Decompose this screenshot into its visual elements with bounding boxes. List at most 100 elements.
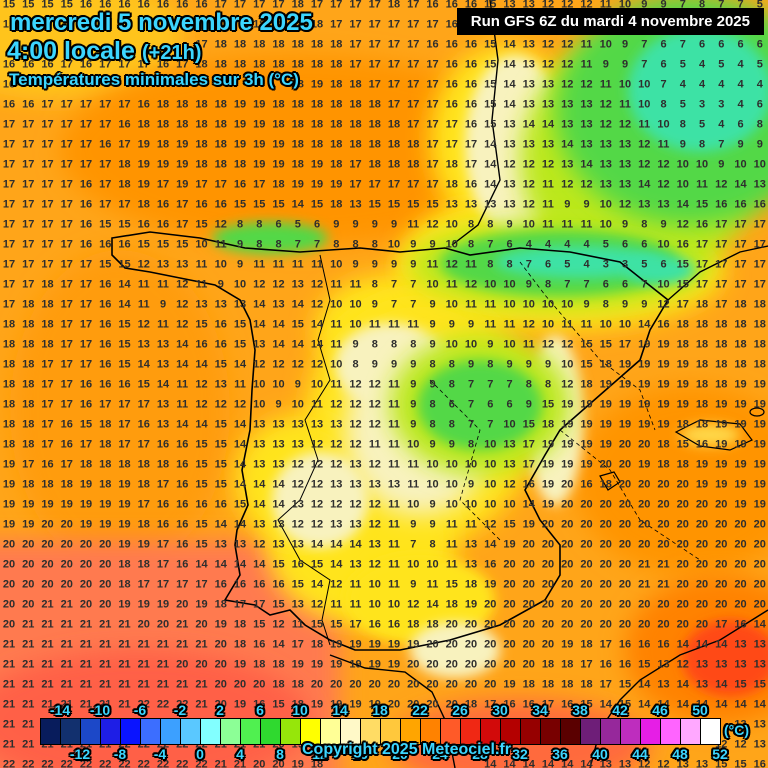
temp-value: 19 — [369, 659, 381, 671]
temp-value: 19 — [3, 519, 15, 531]
temp-value: 17 — [426, 159, 438, 171]
temp-value: 17 — [80, 119, 92, 131]
temp-value: 11 — [542, 199, 554, 211]
temp-value: 13 — [754, 179, 766, 191]
temp-value: 18 — [754, 319, 766, 331]
temp-value: 14 — [234, 459, 246, 471]
temp-value: 14 — [292, 199, 304, 211]
temp-value: 20 — [80, 539, 92, 551]
temp-value: 17 — [41, 439, 53, 451]
legend-tick-label: 4 — [236, 747, 244, 761]
temp-value: 10 — [330, 359, 342, 371]
temp-value: 13 — [619, 159, 631, 171]
temp-value: 20 — [677, 559, 689, 571]
temp-value: 13 — [619, 139, 631, 151]
temp-value: 18 — [292, 99, 304, 111]
temp-value: 16 — [157, 199, 169, 211]
temp-value: 19 — [292, 759, 304, 768]
temp-value: 13 — [234, 299, 246, 311]
temp-value: 16 — [292, 559, 304, 571]
temp-value: 9 — [352, 219, 358, 231]
temp-value: 11 — [407, 219, 419, 231]
temp-value: 14 — [272, 339, 284, 351]
temp-value: 13 — [696, 679, 708, 691]
temp-value: 15 — [118, 319, 130, 331]
temp-value: 15 — [118, 259, 130, 271]
temp-value: 18 — [292, 39, 304, 51]
temp-value: 21 — [80, 639, 92, 651]
temp-value: 17 — [99, 399, 111, 411]
temp-value: 17 — [41, 419, 53, 431]
temp-value: 8 — [757, 119, 763, 131]
temp-value: 18 — [734, 339, 746, 351]
temp-value: 17 — [61, 179, 73, 191]
temp-value: 15 — [715, 759, 727, 768]
legend-cell — [661, 719, 681, 744]
temp-value: 13 — [292, 539, 304, 551]
temp-value: 20 — [215, 699, 227, 711]
legend-unit-label: (°C) — [724, 722, 749, 738]
temp-value: 22 — [22, 759, 34, 768]
temp-value: 14 — [580, 759, 592, 768]
temp-value: 11 — [446, 519, 458, 531]
temp-value: 13 — [330, 479, 342, 491]
temp-value: 19 — [754, 419, 766, 431]
temp-value: 19 — [561, 419, 573, 431]
temp-value: 21 — [118, 659, 130, 671]
temp-value: 10 — [272, 379, 284, 391]
temp-value: 6 — [737, 119, 743, 131]
temp-value: 14 — [754, 699, 766, 711]
temp-value: 16 — [215, 579, 227, 591]
temp-value: 17 — [465, 139, 477, 151]
temp-value: 4 — [718, 119, 724, 131]
temp-value: 10 — [234, 279, 246, 291]
temp-value: 13 — [561, 99, 573, 111]
temp-value: 3 — [718, 99, 724, 111]
temp-value: 19 — [195, 599, 207, 611]
temp-value: 14 — [523, 759, 535, 768]
temp-value: 18 — [426, 619, 438, 631]
temp-value: 17 — [369, 179, 381, 191]
temp-value: 19 — [677, 379, 689, 391]
temp-value: 15 — [484, 99, 496, 111]
temp-value: 8 — [468, 239, 474, 251]
temp-value: 18 — [3, 379, 15, 391]
temp-value: 11 — [388, 379, 400, 391]
temp-value: 17 — [61, 379, 73, 391]
temp-value: 19 — [41, 499, 53, 511]
temp-value: 18 — [696, 319, 708, 331]
temp-value: 9 — [410, 239, 416, 251]
temp-value: 16 — [446, 59, 458, 71]
temp-value: 14 — [734, 179, 746, 191]
temp-value: 21 — [80, 619, 92, 631]
temp-value: 12 — [657, 179, 669, 191]
temp-value: 18 — [311, 119, 323, 131]
temp-value: 13 — [349, 559, 361, 571]
temp-value: 7 — [295, 239, 301, 251]
temp-value: 11 — [407, 459, 419, 471]
temp-value: 10 — [407, 559, 419, 571]
temp-value: 16 — [99, 359, 111, 371]
page-title-date: mercredi 5 novembre 2025 — [10, 9, 313, 37]
temp-value: 9 — [526, 279, 532, 291]
temp-value: 18 — [349, 99, 361, 111]
temp-value: 12 — [561, 179, 573, 191]
temp-value: 16 — [80, 59, 92, 71]
temp-value: 20 — [619, 599, 631, 611]
temp-value: 19 — [388, 639, 400, 651]
temp-value: 12 — [580, 79, 592, 91]
temp-value: 13 — [369, 479, 381, 491]
temp-value: 20 — [715, 559, 727, 571]
temp-value: 17 — [407, 39, 419, 51]
legend-cell — [261, 719, 281, 744]
temp-value: 14 — [311, 319, 323, 331]
temp-value: 15 — [215, 459, 227, 471]
temp-value: 20 — [561, 619, 573, 631]
temp-value: 18 — [292, 79, 304, 91]
temp-value: 6 — [545, 259, 551, 271]
temp-value: 14 — [157, 379, 169, 391]
temp-value: 11 — [658, 139, 670, 151]
temp-value: 16 — [195, 199, 207, 211]
temp-value: 17 — [542, 699, 554, 711]
temp-value: 20 — [561, 599, 573, 611]
